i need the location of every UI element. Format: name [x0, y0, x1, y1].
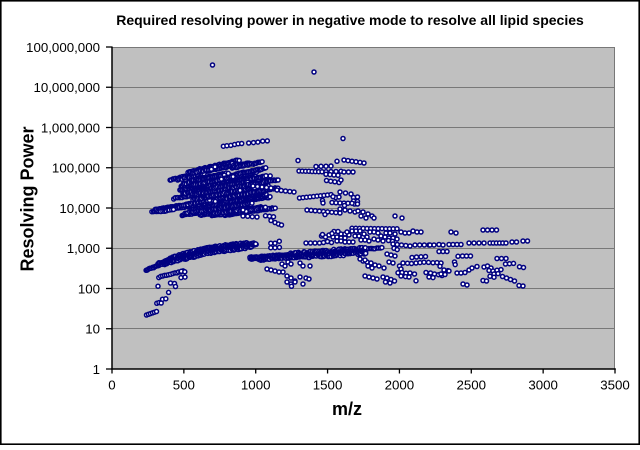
- svg-text:0: 0: [108, 378, 115, 393]
- svg-text:500: 500: [173, 378, 195, 393]
- svg-text:1,000: 1,000: [67, 241, 100, 256]
- svg-text:2000: 2000: [385, 378, 415, 393]
- svg-text:1500: 1500: [313, 378, 343, 393]
- svg-text:100: 100: [78, 281, 100, 296]
- svg-text:10,000,000: 10,000,000: [33, 80, 100, 95]
- svg-text:m/z: m/z: [332, 399, 362, 419]
- svg-text:1,000,000: 1,000,000: [41, 120, 100, 135]
- svg-text:Resolving Power: Resolving Power: [18, 126, 38, 271]
- svg-text:3500: 3500: [600, 378, 630, 393]
- svg-text:10: 10: [85, 322, 100, 337]
- svg-text:100,000,000: 100,000,000: [26, 40, 100, 55]
- svg-text:10,000: 10,000: [59, 201, 100, 216]
- svg-text:2500: 2500: [456, 378, 486, 393]
- svg-text:100,000: 100,000: [52, 161, 100, 176]
- svg-text:3000: 3000: [528, 378, 558, 393]
- svg-text:Required resolving power in ne: Required resolving power in negative mod…: [116, 12, 584, 28]
- svg-text:1000: 1000: [241, 378, 271, 393]
- svg-text:1: 1: [93, 362, 100, 377]
